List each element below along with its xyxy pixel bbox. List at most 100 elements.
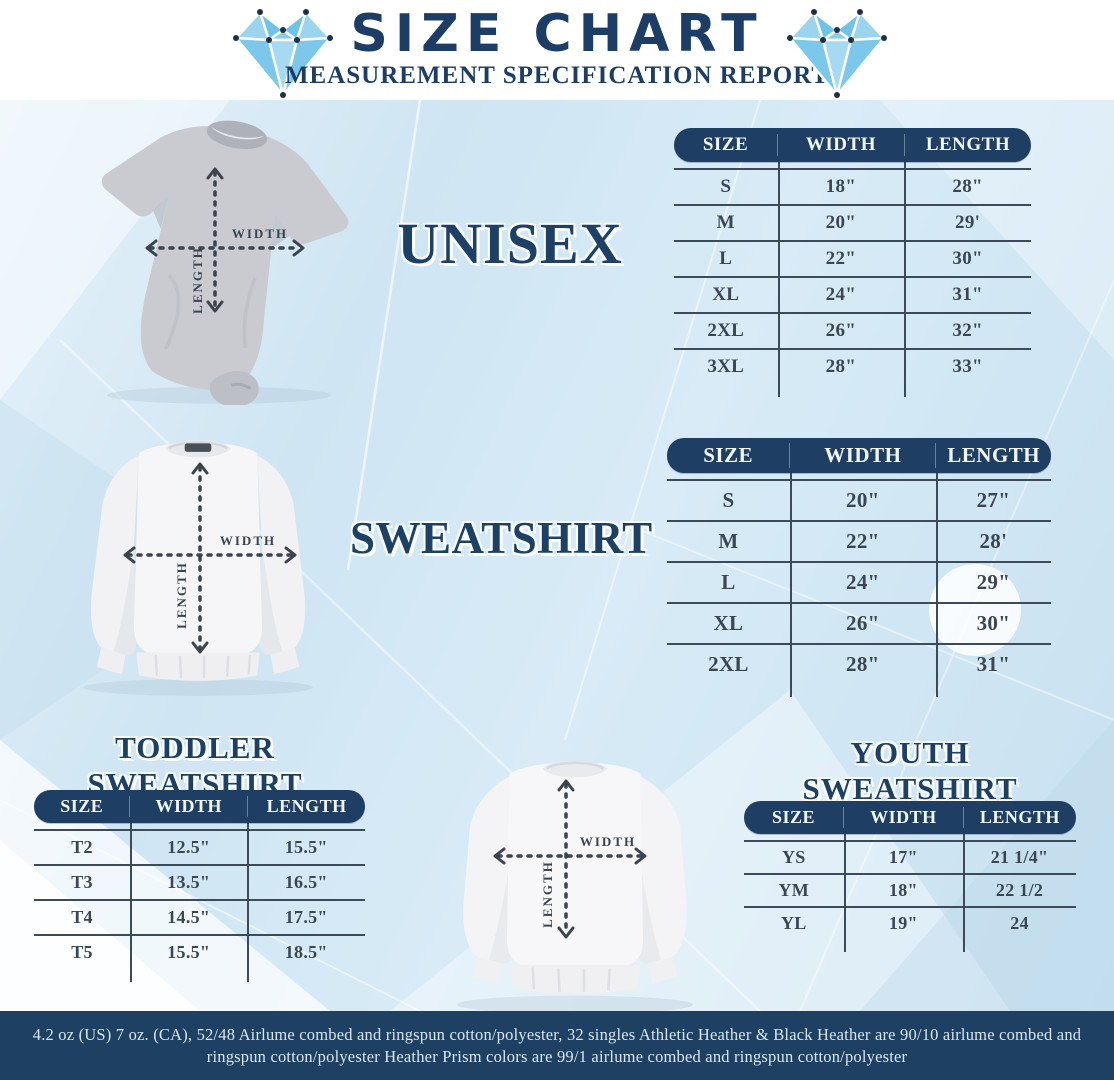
table-header-width: WIDTH <box>776 134 904 156</box>
table-cell: XL <box>712 284 740 305</box>
toddler-measurement-arrows: WIDTH LENGTH <box>493 779 647 939</box>
width-arrow-label: WIDTH <box>232 226 288 241</box>
table-column-divider <box>843 830 846 952</box>
table-cell: T4 <box>71 907 93 927</box>
table-cell: 13.5" <box>167 872 211 892</box>
table-cell: 30" <box>952 248 983 269</box>
table-header-size: SIZE <box>702 134 749 155</box>
table-cell: L <box>719 248 733 269</box>
page-title: SIZE CHART <box>350 4 764 64</box>
table-cell: M <box>718 529 739 553</box>
table-row: T4 14.5" 17.5" <box>34 899 365 934</box>
table-cell: 20" <box>825 212 857 233</box>
table-cell: 26" <box>846 611 880 635</box>
table-header-width: WIDTH <box>129 796 247 817</box>
table-cell: 3XL <box>707 356 745 377</box>
table-cell: 28' <box>979 529 1008 553</box>
table-header-row: SIZE WIDTH LENGTH <box>744 801 1076 834</box>
table-cell: T5 <box>71 942 93 962</box>
table-cell: 33" <box>952 356 983 377</box>
table-cell: YS <box>781 847 806 867</box>
table-column-divider <box>963 830 966 952</box>
table-cell: 31" <box>952 284 983 305</box>
table-cell: 28" <box>825 356 857 377</box>
table-cell: 20" <box>846 488 880 512</box>
table-cell: 22 1/2 <box>995 880 1044 900</box>
table-cell: 22" <box>825 248 857 269</box>
table-cell: 18" <box>825 176 857 197</box>
sweatshirt-size-table: SIZE WIDTH LENGTH S 20" 27" M 22" 28' L 24" 29" XL 26… <box>667 438 1051 697</box>
table-cell: 24" <box>846 570 880 594</box>
table-cell: 2XL <box>708 652 749 676</box>
table-cell: 16.5" <box>284 872 328 892</box>
table-row: T3 13.5" 16.5" <box>34 864 365 899</box>
table-cell: 28" <box>846 652 880 676</box>
table-cell: 22" <box>846 529 880 553</box>
table-cell: 32" <box>952 320 983 341</box>
table-row: YL 19" 24 <box>744 906 1076 939</box>
table-header-length: LENGTH <box>962 807 1076 828</box>
table-header-length: LENGTH <box>903 134 1031 156</box>
table-row: 3XL 28" 33" <box>674 348 1031 384</box>
table-body: YS 17" 21 1/4" YM 18" 22 1/2 YL 19" 24 <box>744 840 1076 939</box>
table-row: S 20" 27" <box>667 479 1051 520</box>
sweatshirt-measurement-arrows: WIDTH LENGTH <box>123 462 297 654</box>
table-header-width: WIDTH <box>789 443 935 468</box>
table-cell: 24 <box>1010 913 1029 933</box>
table-cell: 21 1/4" <box>990 847 1049 867</box>
table-cell: 18.5" <box>284 942 328 962</box>
table-cell: YM <box>778 880 810 900</box>
width-arrow-label: WIDTH <box>580 834 636 849</box>
table-row: 2XL 26" 32" <box>674 312 1031 348</box>
table-cell: T3 <box>71 872 93 892</box>
table-cell: T2 <box>71 837 93 857</box>
footer-fabric-description-line2: ringspun cotton/polyester Heather Prism … <box>206 1047 908 1066</box>
diamond-icon <box>787 9 887 98</box>
table-header-size: SIZE <box>703 443 754 467</box>
table-header-length: LENGTH <box>935 443 1051 468</box>
table-row: T5 15.5" 18.5" <box>34 934 365 969</box>
sweatshirt-photo <box>83 440 313 696</box>
table-cell: 18" <box>888 880 918 900</box>
page-subtitle: MEASUREMENT SPECIFICATION REPORT <box>284 62 830 89</box>
footer-fabric-description-line1: 4.2 oz (US) 7 oz. (CA), 52/48 Airlume co… <box>32 1025 1082 1044</box>
table-header-row: SIZE WIDTH LENGTH <box>674 128 1031 162</box>
length-arrow-label: LENGTH <box>174 561 189 629</box>
toddler-sweatshirt-photo <box>457 760 693 1014</box>
table-header-size: SIZE <box>60 796 104 816</box>
table-header-row: SIZE WIDTH LENGTH <box>667 438 1051 473</box>
table-cell: M <box>716 212 735 233</box>
table-header-size: SIZE <box>771 807 816 827</box>
table-row: T2 12.5" 15.5" <box>34 829 365 864</box>
diamond-icon <box>233 9 333 98</box>
table-cell: L <box>721 570 736 594</box>
table-row: XL 26" 30" <box>667 602 1051 643</box>
table-cell: XL <box>713 611 744 635</box>
table-cell: 29" <box>976 570 1011 594</box>
width-arrow-label: WIDTH <box>220 533 276 548</box>
table-row: S 18" 28" <box>674 168 1031 204</box>
table-body: S 18" 28" M 20" 29' L 22" 30" XL 24" 31" 2XL 26" 32" 3X… <box>674 168 1031 384</box>
header-band <box>0 0 1114 100</box>
table-row: 2XL 28" 31" <box>667 643 1051 684</box>
table-cell: YL <box>780 913 807 933</box>
table-row: M 20" 29' <box>674 204 1031 240</box>
table-row: L 24" 29" <box>667 561 1051 602</box>
table-cell: S <box>720 176 732 197</box>
table-cell: 14.5" <box>167 907 211 927</box>
table-header-row: SIZE WIDTH LENGTH <box>34 790 365 823</box>
table-cell: 2XL <box>707 320 745 341</box>
table-cell: 15.5" <box>284 837 328 857</box>
length-arrow-label: LENGTH <box>190 246 205 314</box>
table-cell: 28" <box>952 176 983 197</box>
youth-size-table: SIZE WIDTH LENGTH YS 17" 21 1/4" YM 18" 22 1/2 YL… <box>744 801 1076 952</box>
length-arrow-label: LENGTH <box>540 860 555 928</box>
sweatshirt-section-title: SWEATSHIRT <box>350 513 653 563</box>
table-header-width: WIDTH <box>843 807 963 828</box>
table-body: T2 12.5" 15.5" T3 13.5" 16.5" T4 14.5" 17.5" T5 15… <box>34 829 365 969</box>
table-row: M 22" 28' <box>667 520 1051 561</box>
table-cell: 15.5" <box>167 942 211 962</box>
table-header-length: LENGTH <box>247 796 365 817</box>
table-row: YS 17" 21 1/4" <box>744 840 1076 873</box>
unisex-section-title: UNISEX <box>397 211 623 276</box>
